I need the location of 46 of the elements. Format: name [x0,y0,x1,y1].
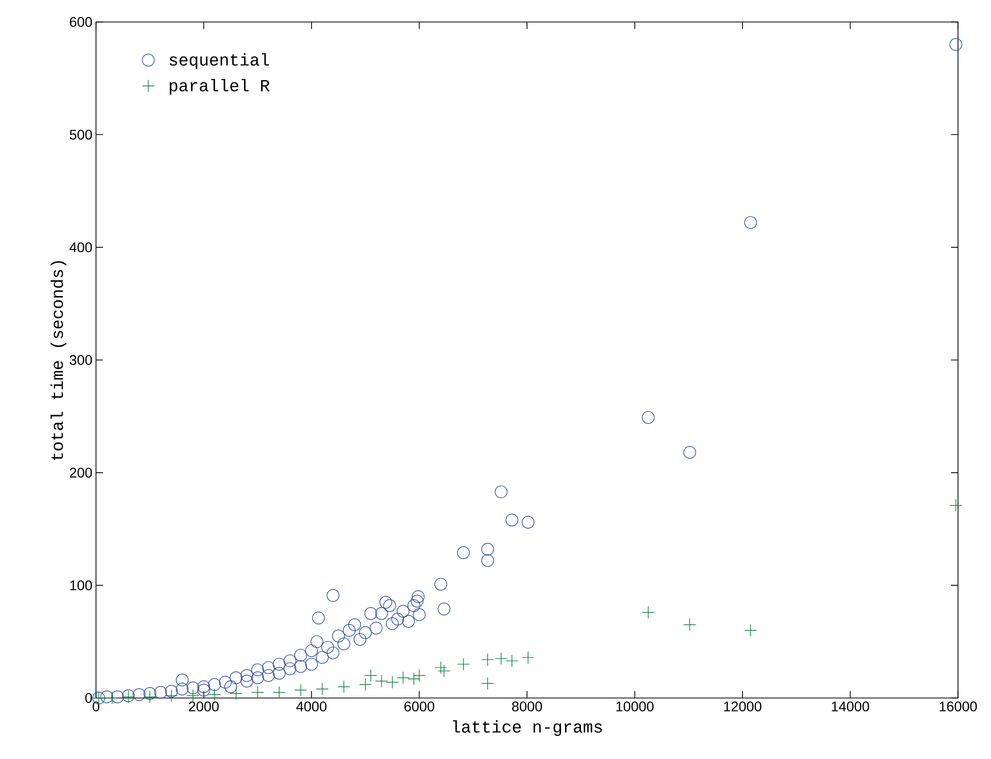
point [396,671,410,684]
point [386,676,399,689]
point [208,688,221,701]
point [494,652,508,665]
point [251,686,264,699]
y-axis-title: total time (seconds) [50,261,66,460]
point [408,672,420,686]
point [294,684,308,696]
x-tick-label: 8000 [512,702,542,712]
x-tick-label: 2000 [188,702,219,712]
x-tick-label: 12000 [724,702,762,712]
x-tick-label: 10000 [616,702,654,712]
legend-label: parallel R [170,78,270,95]
y-tick-label: 0 [85,693,92,703]
y-tick-label: 400 [70,242,92,252]
point [144,690,156,704]
point [744,624,757,637]
point [506,654,518,668]
y-tick-label: 600 [70,17,92,27]
point [481,653,494,666]
point [683,618,696,632]
point [522,651,534,664]
point [457,658,470,671]
legend-label: sequential [170,53,269,69]
x-tick-label: 0 [92,702,100,712]
y-tick-label: 200 [70,468,92,478]
point [272,686,286,699]
point [316,682,329,696]
x-tick-label: 16000 [940,702,977,712]
y-tick-label: 100 [70,580,92,590]
point [950,498,962,512]
point [481,677,494,690]
x-tick-label: 4000 [296,702,326,712]
y-tick-label: 300 [70,355,92,365]
y-tick-label: 500 [70,130,92,140]
point [359,678,372,691]
point [337,680,350,694]
point [364,669,378,682]
x-axis-title: lattice n-grams [452,720,602,736]
x-tick-label: 14000 [832,702,870,712]
x-tick-label: 6000 [404,702,434,712]
point [375,674,388,688]
point [642,606,655,619]
point [412,669,426,682]
point [434,661,448,674]
point [438,664,450,678]
